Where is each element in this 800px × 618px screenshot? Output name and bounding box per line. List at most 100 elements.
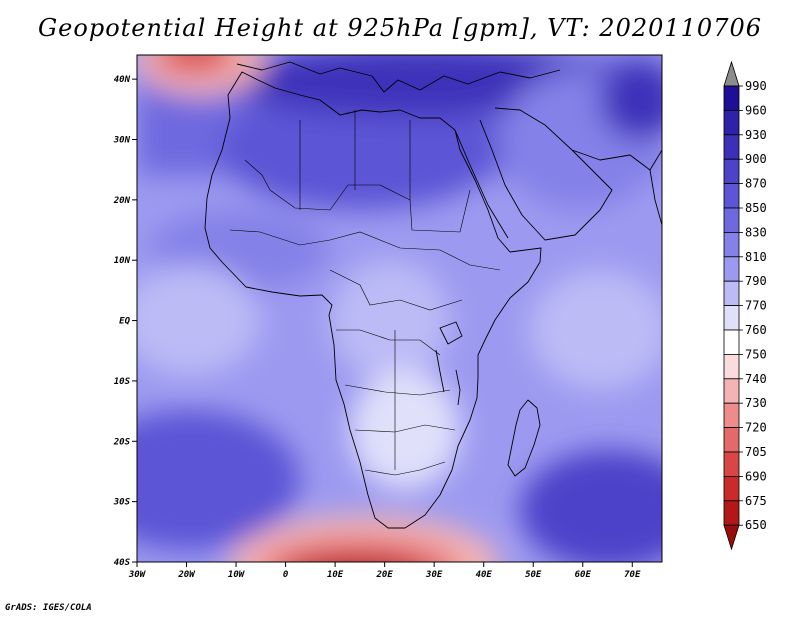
colorbar-level-label: 960 [745, 103, 767, 117]
colorbar-swatch [723, 402, 740, 429]
lake-tanganyika [435, 349, 445, 393]
colorbar-level-label: 870 [745, 177, 767, 191]
country-borders [229, 110, 501, 476]
border-angola-namibia [344, 384, 451, 396]
colorbar-swatch [723, 256, 740, 282]
colorbar-level-label: 740 [745, 372, 767, 386]
lat-label: 30N [113, 136, 131, 146]
lat-label: 40N [114, 75, 131, 85]
colorbar-swatch [723, 207, 740, 233]
colorbar-swatch [723, 134, 740, 160]
lat-label: 10S [114, 377, 131, 387]
colorbar-level-label: 810 [745, 250, 767, 264]
red-sea-coast [454, 129, 509, 239]
field-southern-low-outer [230, 515, 500, 562]
colorbar-level-label: 690 [745, 469, 767, 483]
field-southern-low-mid [263, 538, 457, 562]
field-atlantic-trough [137, 265, 260, 375]
colorbar-swatch [723, 353, 740, 380]
lon-label: 70E [624, 570, 641, 580]
colorbar-level-label: 790 [745, 274, 767, 288]
field-southern-low-inner [306, 557, 404, 562]
colorbar-level-label: 990 [745, 79, 767, 93]
field-north-atlantic-low-inner [155, 55, 235, 73]
colorbar-swatch [723, 378, 740, 404]
latitude-axis: 40N 30N 20N 10N EQ 10S 20S 30S 40S [113, 75, 137, 568]
colorbar-swatch [723, 280, 740, 307]
plot-frame [136, 54, 663, 563]
coastlines [204, 61, 662, 529]
colorbar-level-label: 720 [745, 421, 767, 435]
colorbar-swatch [723, 427, 740, 453]
lon-label: 0 [283, 570, 289, 580]
field-southern-africa [350, 370, 460, 490]
lat-label: 20S [113, 437, 131, 447]
lon-label: 30W [128, 570, 147, 580]
border-sahara-west [244, 159, 411, 211]
colorbar-swatch [723, 85, 740, 111]
field-sahara-high [220, 90, 500, 210]
colorbar-swatch [723, 158, 740, 184]
colorbar-swatch [723, 329, 740, 355]
colorbar-level-label: 770 [745, 299, 767, 313]
height-field [137, 55, 662, 562]
colorbar-swatch [723, 451, 740, 477]
lon-label: 10E [327, 570, 344, 580]
lake-victoria [439, 321, 463, 345]
field-indian-ocean [530, 270, 662, 390]
colorbar-level-label: 930 [745, 128, 767, 142]
border-south-africa [364, 461, 446, 476]
lon-label: 20E [376, 570, 394, 580]
lon-label: 60E [575, 570, 592, 580]
lat-label: EQ [119, 317, 130, 327]
colorbar-swatch [723, 231, 740, 258]
persian-gulf-coast [571, 149, 662, 171]
madagascar-coastline [507, 399, 541, 477]
border-sahel [229, 229, 501, 271]
border-central [329, 269, 463, 311]
europe-coastline [236, 61, 561, 93]
lon-label: 30E [425, 570, 443, 580]
lat-label: 40S [114, 558, 131, 568]
colorbar-level-label: 730 [745, 396, 767, 410]
field-sw-atlantic [137, 410, 300, 550]
plot-area [137, 55, 662, 562]
africa-coastline [204, 71, 542, 529]
colorbar-swatch [723, 110, 740, 136]
colorbar-level-label: 650 [745, 518, 767, 532]
lat-label: 20N [113, 196, 131, 206]
colorbar-level-label: 900 [745, 152, 767, 166]
lon-label: 20W [177, 570, 196, 580]
lon-label: 50E [525, 570, 542, 580]
colorbar-level-label: 830 [745, 225, 767, 239]
india-coastline [649, 169, 662, 226]
longitude-axis: 30W 20W 10W 0 10E 20E 30E 40E 50E 60E 70E [128, 562, 641, 580]
colorbar-bottom-arrow [723, 524, 740, 551]
colorbar-level-label: 750 [745, 347, 767, 361]
lake-malawi [455, 369, 461, 406]
grads-credit: GrADS: IGES/COLA [5, 603, 92, 613]
colorbar-level-label: 675 [745, 494, 767, 508]
colorbar-swatch [723, 183, 740, 209]
lat-label: 10N [114, 256, 131, 266]
colorbar: 990 960 930 900 870 850 830 810 790 770 760 750 740 7… [723, 60, 767, 551]
arabian-peninsula-coastline [479, 107, 613, 241]
field-central-africa [330, 260, 450, 380]
border-southern [354, 424, 456, 433]
lon-label: 40E [476, 570, 493, 580]
field-se-indian [520, 450, 662, 562]
border-sahara-east [409, 120, 471, 233]
field-far-east-high [600, 60, 662, 140]
map-title: Geopotential Height at 925hPa [gpm], VT:… [38, 14, 762, 42]
lon-label: 10W [228, 570, 246, 580]
colorbar-level-label: 850 [745, 201, 767, 215]
colorbar-swatch [723, 500, 740, 526]
colorbar-level-label: 760 [745, 323, 767, 337]
colorbar-level-label: 705 [745, 445, 767, 459]
border-congo [336, 329, 441, 356]
colorbar-top-arrow [723, 60, 740, 87]
lat-label: 30S [113, 498, 131, 508]
colorbar-swatch [723, 475, 740, 502]
colorbar-swatch [723, 305, 740, 331]
